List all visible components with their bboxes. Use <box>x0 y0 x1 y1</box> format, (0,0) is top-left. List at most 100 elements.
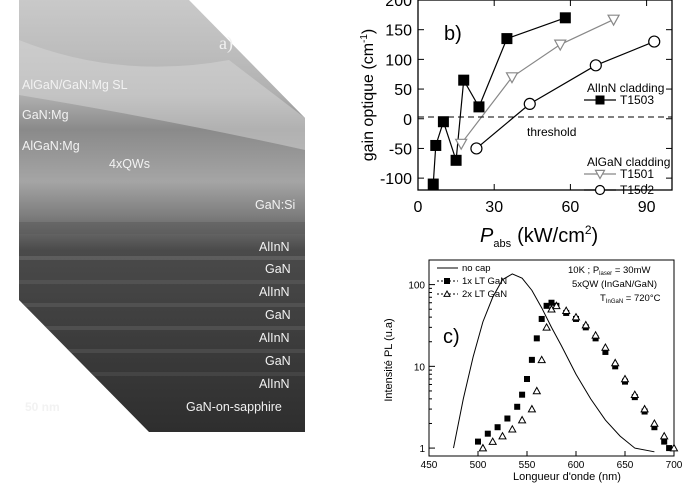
panel-label-a: a) <box>219 33 233 53</box>
b-point-T1503 <box>450 154 462 166</box>
layer-label-sl: AlGaN/GaN:Mg SL <box>22 78 128 92</box>
b-point-T1501 <box>553 39 567 52</box>
c-point-2x-LT-GaN <box>542 322 551 331</box>
c-point-1x-LT-GaN <box>524 376 530 383</box>
c-ytick-label: 1 <box>419 444 425 455</box>
c-point-2x-LT-GaN <box>561 306 571 314</box>
c-point-2x-LT-GaN <box>552 301 561 310</box>
c-point-2x-LT-GaN <box>581 320 591 329</box>
layer-label-alinn-2: AlInN <box>259 285 290 299</box>
b-point-T1503 <box>430 139 442 151</box>
b-point-T1502 <box>589 59 602 72</box>
tem-image <box>19 0 305 432</box>
c-point-2x-LT-GaN <box>650 418 659 427</box>
layer-label-gan-mg: GaN:Mg <box>22 108 69 122</box>
c-legend-marker-2x-LT-GaN <box>443 289 451 297</box>
c-ytick-label: 10 <box>414 362 426 373</box>
c-point-2x-LT-GaN <box>640 404 649 413</box>
c-xtick-label: 700 <box>666 460 683 471</box>
c-xtick-label: 650 <box>617 460 634 471</box>
b-legend-marker-T1502 <box>594 184 606 196</box>
c-point-2x-LT-GaN <box>620 374 630 383</box>
b-ylabel-close: ) <box>360 29 377 34</box>
c-xlabel: Longueur d'onde (nm) <box>513 471 621 483</box>
b-point-T1503 <box>458 74 470 86</box>
layer-label-gan-3: GaN <box>265 354 291 368</box>
b-ylabel-unit: (cm <box>360 43 377 70</box>
c-point-1x-LT-GaN <box>538 315 545 322</box>
c-xtick-label: 500 <box>470 460 487 471</box>
c-legend-label-1x-LT-GaN: 1x LT GaN <box>462 276 507 287</box>
layer-label-alinn-1: AlInN <box>259 240 290 254</box>
c-series-line-no-cap <box>453 273 655 453</box>
b-ytick-label: -100 <box>380 171 412 188</box>
c-point-1x-LT-GaN <box>475 438 481 445</box>
b-ylabel-main: gain optique <box>360 74 377 161</box>
b-ytick-label: 100 <box>385 52 412 69</box>
c-point-2x-LT-GaN <box>478 443 488 452</box>
c-info-1b: = 30mW <box>612 265 650 276</box>
b-legend-label-T1501: T1501 <box>620 167 654 181</box>
b-xtick-label: 60 <box>562 199 580 216</box>
layer-label-gan-si: GaN:Si <box>255 198 296 212</box>
b-xtick-label: 0 <box>414 199 423 216</box>
layer-label-algan-mg: AlGaN:Mg <box>22 139 80 153</box>
c-point-1x-LT-GaN <box>651 424 658 431</box>
legend-group-alinn: AlInN cladding <box>587 81 664 95</box>
b-legend-label-T1503: T1503 <box>620 93 654 107</box>
threshold-label: threshold <box>527 125 576 139</box>
c-point-2x-LT-GaN <box>571 312 581 321</box>
b-legend-label-T1502: T1502 <box>620 183 654 197</box>
c-info-3b: = 720°C <box>623 293 660 304</box>
c-point-1x-LT-GaN <box>519 391 526 398</box>
c-legend-marker-1x-LT-GaN <box>444 278 450 284</box>
b-point-T1501 <box>454 138 468 151</box>
b-ytick-label: 0 <box>403 112 412 129</box>
c-point-2x-LT-GaN <box>669 443 679 452</box>
b-ytick-label: 200 <box>385 0 412 10</box>
c-point-1x-LT-GaN <box>666 445 673 452</box>
c-point-2x-LT-GaN <box>591 330 600 339</box>
c-point-2x-LT-GaN <box>507 424 517 433</box>
b-xlabel-unit: (kW/cm <box>517 225 585 247</box>
c-info-1-sub: laser <box>599 271 612 277</box>
b-series-line-T1502 <box>476 41 655 149</box>
c-point-2x-LT-GaN <box>610 358 620 367</box>
c-point-2x-LT-GaN <box>630 390 640 398</box>
layer-label-alinn-4: AlInN <box>259 377 290 391</box>
b-point-T1503 <box>437 116 449 128</box>
c-legend-label-2x-LT-GaN: 2x LT GaN <box>462 289 507 300</box>
b-point-T1503 <box>559 12 571 24</box>
c-point-1x-LT-GaN <box>602 348 609 355</box>
c-point-1x-LT-GaN <box>484 430 491 437</box>
b-ytick-label: 150 <box>385 23 412 40</box>
c-xtick-label: 600 <box>568 460 585 471</box>
layer-label-alinn-3: AlInN <box>259 331 290 345</box>
c-xtick-label: 550 <box>519 460 536 471</box>
panel-label-c: c) <box>443 326 460 348</box>
c-point-1x-LT-GaN <box>504 415 511 422</box>
c-info-3a: T <box>600 293 606 304</box>
layer-label-qws: 4xQWs <box>109 157 150 171</box>
c-ylabel: Intensité PL (u.a) <box>383 318 395 401</box>
c-point-1x-LT-GaN <box>494 424 501 431</box>
c-point-1x-LT-GaN <box>612 363 619 370</box>
b-point-T1502 <box>648 35 661 48</box>
layer-label-substrate: GaN-on-sapphire <box>186 400 282 414</box>
c-point-2x-LT-GaN <box>517 415 527 424</box>
b-ytick-label: 50 <box>394 82 412 99</box>
c-point-2x-LT-GaN <box>659 431 669 440</box>
b-ytick-label: -50 <box>389 141 412 158</box>
b-point-T1503 <box>501 33 513 45</box>
b-point-T1501 <box>607 14 621 27</box>
c-info-3-sub: InGaN <box>606 299 623 305</box>
b-xlabel-p: P <box>480 225 494 247</box>
scale-bar-label: 50 nm <box>25 400 60 414</box>
b-point-T1502 <box>523 97 536 111</box>
b-xlabel-close: ) <box>592 225 599 247</box>
b-series-line-T1501 <box>460 19 614 145</box>
scale-bar <box>27 418 53 421</box>
c-point-2x-LT-GaN <box>498 431 507 440</box>
